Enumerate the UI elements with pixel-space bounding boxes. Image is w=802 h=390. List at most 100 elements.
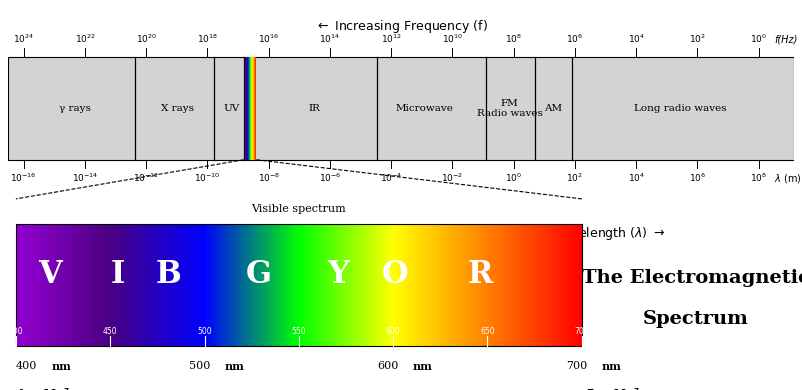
Bar	[188, 224, 189, 346]
Bar	[136, 224, 139, 346]
Bar	[493, 224, 495, 346]
Text: $10^{-8}$: $10^{-8}$	[257, 172, 280, 184]
Text: Increasing Wavelength ($\lambda$) $\rightarrow$: Increasing Wavelength ($\lambda$) $\righ…	[482, 225, 666, 242]
Text: $10^{-16}$: $10^{-16}$	[10, 172, 37, 184]
Bar	[538, 224, 541, 346]
Bar	[363, 224, 365, 346]
Bar	[557, 224, 559, 346]
Bar	[48, 224, 50, 346]
Bar	[361, 224, 363, 346]
Bar	[471, 224, 472, 346]
Bar	[119, 224, 122, 346]
Bar	[93, 224, 95, 346]
Bar	[425, 224, 427, 346]
Text: $\mathbf{4\ \times\ 10^{-7}}$m: $\mathbf{4\ \times\ 10^{-7}}$m	[16, 386, 80, 390]
Bar	[50, 224, 51, 346]
Bar	[439, 224, 440, 346]
Bar	[450, 224, 452, 346]
Bar	[521, 224, 523, 346]
Bar	[152, 224, 153, 346]
Text: 600: 600	[386, 326, 400, 335]
Bar	[334, 224, 337, 346]
Text: $10^{2}$: $10^{2}$	[566, 172, 583, 184]
Bar	[429, 224, 431, 346]
Bar	[122, 224, 124, 346]
Bar	[376, 224, 378, 346]
Text: 500: 500	[197, 326, 212, 335]
Bar	[118, 224, 119, 346]
Bar	[174, 224, 176, 346]
Bar	[112, 224, 114, 346]
Text: 400: 400	[9, 326, 23, 335]
Bar	[338, 224, 340, 346]
Bar	[104, 224, 107, 346]
Bar	[305, 224, 306, 346]
Bar	[500, 224, 503, 346]
Bar	[442, 224, 444, 346]
Bar	[570, 224, 573, 346]
Bar	[23, 224, 26, 346]
Bar	[182, 224, 184, 346]
Bar	[163, 224, 165, 346]
Text: UV: UV	[224, 104, 240, 113]
Text: $10^{8}$: $10^{8}$	[505, 32, 522, 45]
Bar	[492, 224, 493, 346]
Text: G: G	[246, 259, 272, 290]
Bar	[567, 224, 569, 346]
Bar	[267, 224, 269, 346]
Bar	[244, 224, 246, 346]
Bar	[205, 224, 206, 346]
Bar	[444, 224, 446, 346]
Bar	[161, 224, 163, 346]
Bar	[348, 224, 350, 346]
Bar	[276, 224, 278, 346]
Bar	[323, 224, 326, 346]
Bar	[229, 224, 231, 346]
Bar	[488, 224, 489, 346]
Bar	[139, 224, 140, 346]
Bar	[414, 224, 415, 346]
Bar	[544, 224, 546, 346]
Bar	[168, 224, 171, 346]
Bar	[436, 224, 439, 346]
Bar	[383, 224, 386, 346]
Bar	[327, 224, 329, 346]
Bar	[90, 224, 91, 346]
Bar	[83, 224, 86, 346]
Text: Visible spectrum: Visible spectrum	[252, 204, 346, 214]
Bar	[63, 224, 65, 346]
Bar	[419, 224, 421, 346]
Bar	[408, 224, 410, 346]
Bar	[51, 224, 54, 346]
Text: nm: nm	[602, 361, 622, 372]
Bar	[559, 224, 561, 346]
Bar	[482, 224, 484, 346]
Text: $10^{-10}$: $10^{-10}$	[194, 172, 221, 184]
Bar	[350, 224, 351, 346]
Bar	[552, 224, 553, 346]
Bar	[284, 224, 286, 346]
Bar	[306, 224, 308, 346]
Bar	[527, 224, 529, 346]
Bar	[184, 224, 185, 346]
Bar	[418, 224, 419, 346]
Text: R: R	[468, 259, 492, 290]
Bar	[573, 224, 574, 346]
Bar	[246, 224, 248, 346]
Bar	[200, 224, 203, 346]
Bar	[485, 224, 488, 346]
Bar	[574, 224, 576, 346]
Text: FM
Radio waves: FM Radio waves	[476, 99, 542, 118]
Bar	[354, 224, 355, 346]
Bar	[193, 224, 195, 346]
Bar	[386, 224, 387, 346]
Bar	[217, 224, 220, 346]
Bar	[69, 224, 71, 346]
Text: $10^{10}$: $10^{10}$	[442, 32, 463, 45]
Bar	[43, 224, 44, 346]
Bar	[523, 224, 525, 346]
Bar	[371, 224, 372, 346]
Bar	[576, 224, 578, 346]
Bar	[535, 224, 537, 346]
Text: Long radio waves: Long radio waves	[634, 104, 727, 113]
